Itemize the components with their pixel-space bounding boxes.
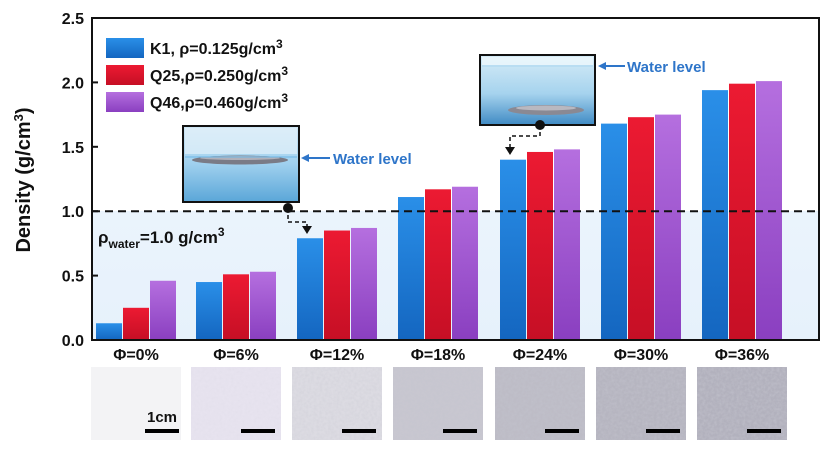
scale-bar [646,429,680,433]
x-tick-label: Φ=24% [513,347,568,364]
bar-q25 [324,230,350,340]
x-tick-label: Φ=6% [213,347,259,364]
legend-label-q25: Q25,ρ=0.250g/cm3 [150,64,288,85]
water-level-label-1: Water level [333,151,412,168]
photo-2-pointer-arrowhead [505,147,515,155]
legend: K1, ρ=0.125g/cm3 Q25,ρ=0.250g/cm3 Q46,ρ=… [106,37,288,112]
bar-q46 [655,114,681,340]
scale-bar [342,429,376,433]
legend-swatch-q25 [106,65,144,85]
y-tick-label: 1.0 [62,204,84,221]
bar-k1 [96,323,122,340]
sample-texture [292,367,382,440]
scale-bar [545,429,579,433]
x-tick-label: Φ=36% [715,347,770,364]
bar-q46 [250,271,276,340]
photo-1-pointer-arrowhead [302,226,312,234]
y-axis-label: Density (g/cm3) [11,107,35,252]
x-tick-label: Φ=30% [614,347,669,364]
legend-label-k1: K1, ρ=0.125g/cm3 [150,37,283,58]
sample-photo-strip [91,367,787,440]
bar-q25 [628,117,654,341]
scale-bar [747,429,781,433]
sample-texture [191,367,281,440]
water-level-photo-1 [182,125,300,203]
legend-swatch-k1 [106,38,144,58]
bar-k1 [702,90,728,341]
scale-bar [145,429,179,433]
bar-k1 [500,159,526,340]
bar-q25 [123,307,149,340]
legend-label-q46: Q46,ρ=0.460g/cm3 [150,91,288,112]
scale-bar [443,429,477,433]
sample-texture [495,367,585,440]
y-tick-label: 0.5 [62,269,84,286]
y-tick-label: 0.0 [62,333,84,350]
bar-group [96,81,782,341]
water-level-photo-2 [479,54,596,126]
sample-photo [91,367,181,440]
bar-q46 [150,280,176,340]
bar-q25 [425,189,451,340]
bar-k1 [196,282,222,340]
x-axis: Φ=0% Φ=6% Φ=12% Φ=18% Φ=24% Φ=30% Φ=36% [113,347,769,364]
y-tick-label: 2.0 [62,75,84,92]
water-level-arrowhead-2 [598,62,606,70]
legend-swatch-q46 [106,92,144,112]
sample-texture [393,367,483,440]
water-density-label: ρwater=1.0 g/cm3 [98,225,225,251]
y-tick-label: 1.5 [62,140,84,157]
bar-k1 [297,238,323,340]
y-tick-label: 2.5 [62,11,84,28]
bar-q46 [554,149,580,340]
plot-frame [91,17,820,341]
bar-k1 [398,197,424,340]
y-axis: 0.0 0.5 1.0 1.5 2.0 2.5 [62,11,98,350]
scale-bar-label: 1cm [147,409,177,426]
bar-q46 [452,186,478,340]
bar-q25 [223,274,249,340]
x-tick-label: Φ=18% [411,347,466,364]
sample-texture [697,367,787,440]
scale-bar [241,429,275,433]
water-level-label-2: Water level [627,59,706,76]
bar-q25 [527,151,553,340]
water-level-arrowhead-1 [301,154,309,162]
sample-texture [596,367,686,440]
bar-q46 [351,227,377,340]
x-tick-label: Φ=0% [113,347,159,364]
photo-1-pointer-line [287,208,308,228]
x-tick-label: Φ=12% [310,347,365,364]
bar-k1 [601,123,627,340]
